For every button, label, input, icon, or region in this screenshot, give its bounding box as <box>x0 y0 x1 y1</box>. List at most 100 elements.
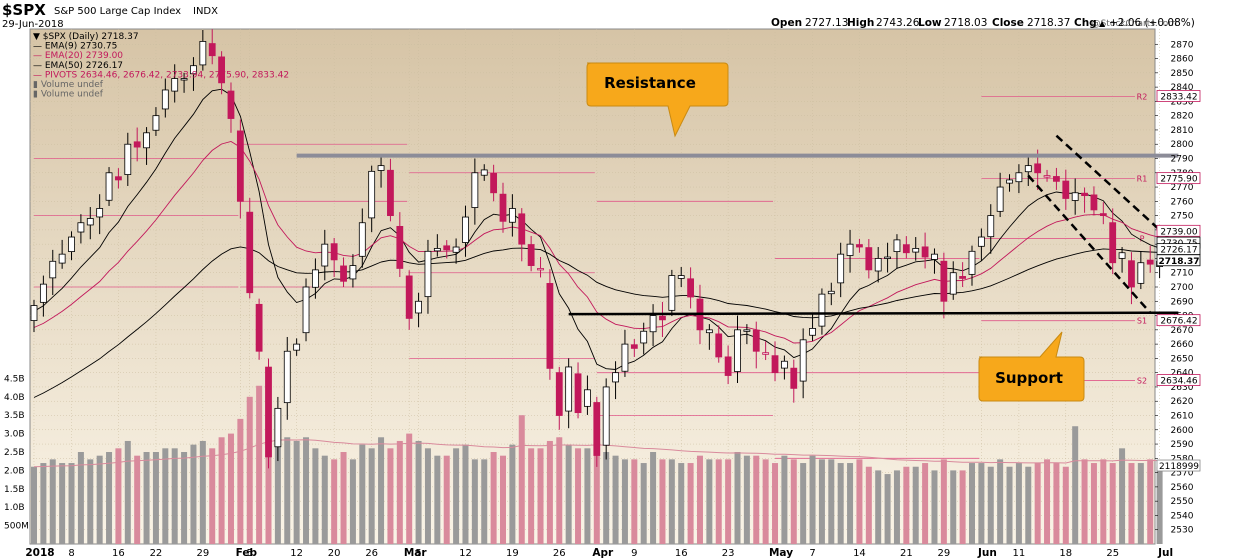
candle-body <box>349 265 357 280</box>
volume-bar <box>227 433 234 544</box>
candle-body <box>490 172 498 194</box>
candle <box>49 249 57 295</box>
volume-bar <box>856 459 863 544</box>
volume-bar <box>424 448 431 544</box>
trendlines <box>296 134 1179 316</box>
y-tick-label: 2710 <box>1171 269 1194 279</box>
candle <box>621 329 629 377</box>
candle-body <box>527 244 535 266</box>
candle <box>874 247 882 283</box>
candle <box>293 338 301 356</box>
candle <box>68 231 75 261</box>
volume-tick-label: 1.5B <box>4 485 25 495</box>
price-tag-label: 2726.17 <box>1160 246 1197 256</box>
volume-axis: 4.5B 4.0B 3.5B 3.0B 2.5B 2.0B 1.5B 1.0B 500M <box>4 374 29 531</box>
candle <box>490 164 498 202</box>
candle <box>771 341 779 382</box>
y-tick-label: 2870 <box>1171 40 1194 50</box>
candle-body <box>133 141 141 148</box>
x-tick-label: 23 <box>722 548 735 559</box>
candle <box>1015 164 1023 194</box>
volume-tick-label: 500M <box>4 522 29 532</box>
candle-body <box>161 89 169 110</box>
candle-body <box>330 243 338 261</box>
x-tick-label: 11 <box>1013 548 1026 559</box>
volume-bar <box>87 459 94 544</box>
volume-bar <box>912 466 919 544</box>
volume-bar <box>772 463 779 544</box>
candle-body <box>968 250 976 275</box>
candle <box>893 234 901 269</box>
volume-bar <box>368 448 375 544</box>
volume-bar <box>246 396 253 544</box>
volume-bar <box>490 452 497 544</box>
candle-body <box>30 305 38 321</box>
volume-bar <box>434 455 441 544</box>
candle <box>1090 186 1098 216</box>
candle-body <box>321 243 329 267</box>
legend-entry: ▮ Volume undef <box>33 90 104 100</box>
candle <box>1081 187 1088 213</box>
x-tick-label: 9 <box>631 548 637 559</box>
candle <box>190 57 197 91</box>
candle <box>827 282 835 306</box>
candle-body <box>302 286 310 334</box>
x-tick-label: 26 <box>553 548 566 559</box>
volume-tick-label: 1.0B <box>4 503 25 513</box>
price-tag: 2676.42 <box>1156 314 1201 327</box>
candle <box>405 270 413 330</box>
volume-bar <box>1072 426 1079 544</box>
y-tick-label: 2610 <box>1171 412 1194 422</box>
candle <box>255 298 263 360</box>
pivot-label-r1: R1 <box>1137 175 1148 184</box>
volume-bar <box>809 455 816 544</box>
candle <box>1006 174 1013 192</box>
volume-bar <box>650 452 657 544</box>
volume-tick-label: 4.0B <box>4 393 25 403</box>
candle <box>302 278 310 342</box>
candle <box>527 235 535 272</box>
y-tick-label: 2590 <box>1171 440 1194 450</box>
volume-bar <box>387 448 394 544</box>
volume-bar <box>199 440 206 544</box>
candle-body <box>762 352 770 355</box>
pivot-label-p: P <box>1140 235 1145 244</box>
candle-body <box>1015 172 1023 183</box>
candle-body <box>659 315 666 321</box>
high-value: 2743.26 <box>876 17 920 29</box>
volume-bar <box>1090 463 1097 544</box>
volume-bar <box>1044 459 1051 544</box>
candle-body <box>921 246 929 258</box>
y-tick-label: 2830 <box>1171 97 1194 107</box>
candle <box>443 240 451 259</box>
volume-bar <box>865 466 872 544</box>
volume-bar <box>396 440 403 544</box>
volume-bar <box>837 463 844 544</box>
candle <box>105 167 113 206</box>
candle-body <box>152 115 160 131</box>
x-tick-label: 18 <box>1059 548 1072 559</box>
volume-bar <box>565 444 572 544</box>
candle <box>677 267 685 287</box>
candle-body <box>340 265 347 282</box>
volume-tick-label: 2.0B <box>4 466 25 476</box>
candle-body <box>537 268 544 271</box>
volume-bar <box>1053 463 1060 544</box>
volume-bar <box>331 459 338 544</box>
low-value: 2718.03 <box>944 17 987 29</box>
volume-bar <box>969 463 975 544</box>
candle <box>358 208 366 268</box>
x-tick-label: 29 <box>196 548 209 559</box>
volume-bar <box>762 459 769 544</box>
volume-bar <box>406 433 413 544</box>
candle-body <box>1043 175 1051 178</box>
candle-body <box>424 250 432 298</box>
candle-body <box>621 343 629 372</box>
candle <box>377 157 385 188</box>
candle <box>574 362 582 419</box>
x-tick-label: 12 <box>290 548 303 559</box>
candle <box>977 228 985 261</box>
volume-bars <box>31 385 1163 544</box>
candle-body <box>433 248 441 252</box>
price-tag-box <box>1156 374 1201 386</box>
